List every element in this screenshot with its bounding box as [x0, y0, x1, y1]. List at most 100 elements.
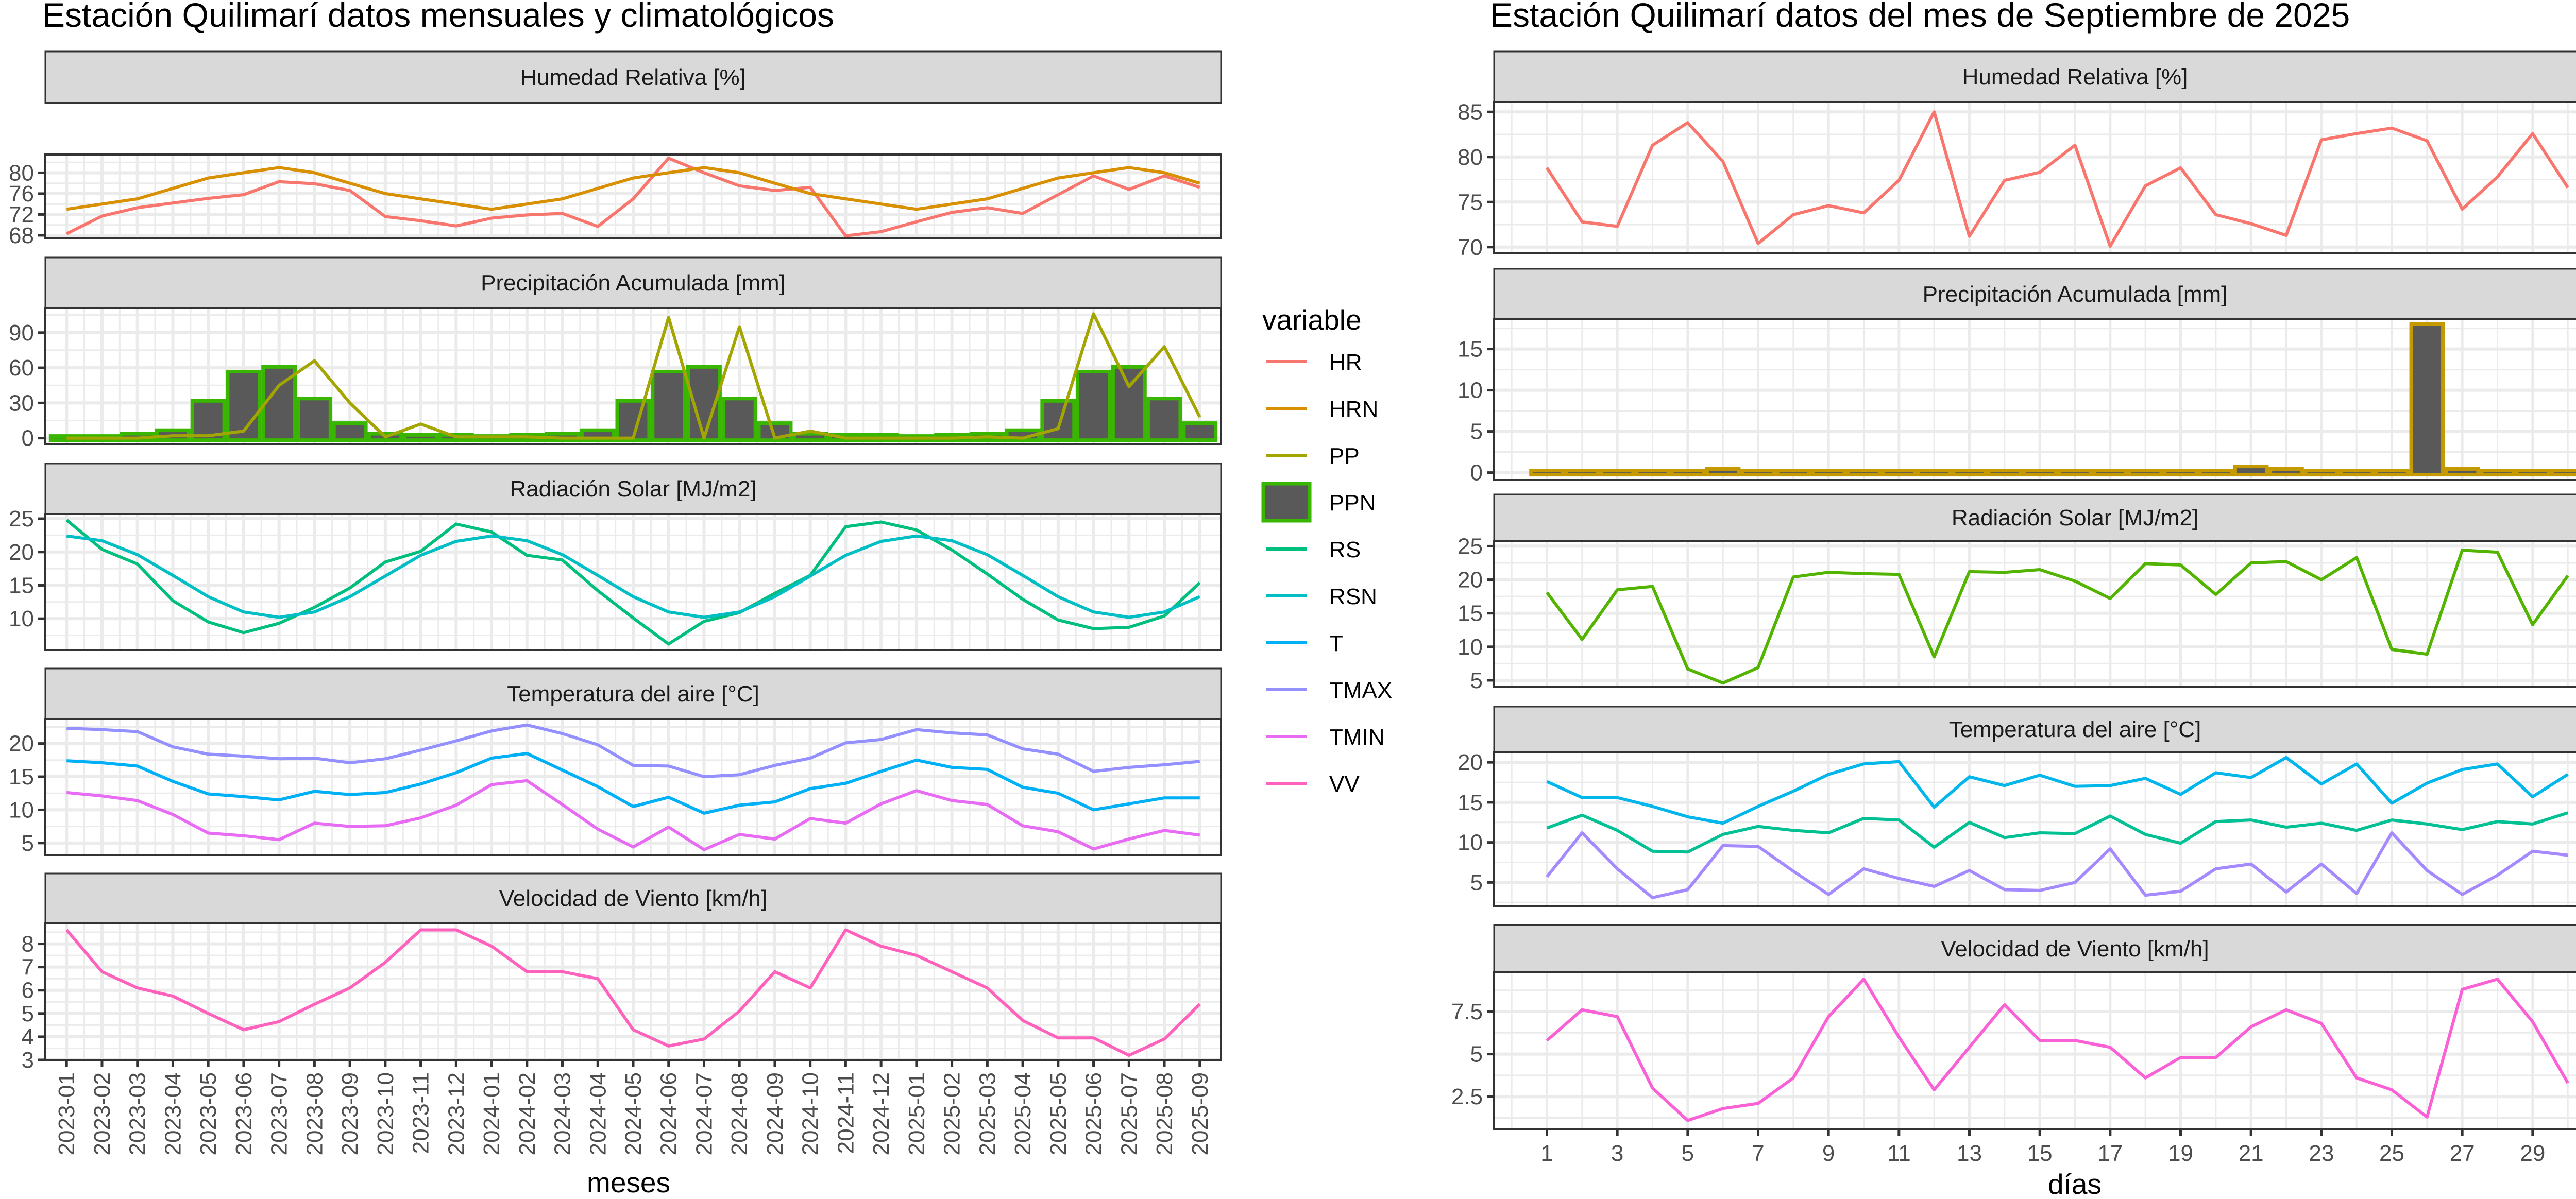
x-tick-label: 2024-06 — [656, 1072, 682, 1155]
bar-PP — [2480, 469, 2515, 477]
y-tick-label: 5 — [22, 831, 34, 856]
daily-panel: Estación Quilimarí datos del mes de Sept… — [1451, 0, 2576, 1199]
y-tick-label: 10 — [9, 606, 34, 631]
x-tick-label: 2025-06 — [1081, 1072, 1107, 1155]
bar-PP — [2444, 467, 2480, 477]
y-tick-label: 80 — [1458, 145, 1483, 170]
bar-PP — [2233, 465, 2269, 477]
y-tick-label: 20 — [9, 731, 34, 757]
bar-PPN — [1076, 369, 1111, 442]
x-tick-label: 2023-04 — [160, 1072, 185, 1155]
legend-label: TMAX — [1329, 678, 1392, 703]
bar-PP — [2198, 469, 2234, 477]
bar-PPN — [1111, 365, 1147, 442]
plot-border — [44, 153, 1222, 239]
series-line-HR — [65, 157, 1200, 237]
x-tick-label: 2023-03 — [125, 1072, 150, 1155]
y-tick-label: 60 — [9, 355, 34, 381]
y-tick-label: 15 — [1458, 790, 1483, 815]
facet-strip — [44, 463, 1222, 515]
bar-PP — [2022, 469, 2058, 477]
facet-strip-label: Radiación Solar [MJ/m2] — [510, 476, 756, 502]
x-tick-label: 2025-07 — [1116, 1072, 1142, 1155]
y-tick-label: 68 — [9, 223, 34, 248]
legend-item: RS — [1266, 537, 1361, 562]
y-tick-label: 20 — [9, 540, 34, 565]
facet-strip — [44, 872, 1222, 924]
x-tick-label: 2023-10 — [373, 1072, 398, 1155]
legend-item: TMAX — [1266, 678, 1392, 703]
legend-item: PPN — [1261, 482, 1376, 523]
y-tick-label: 25 — [9, 506, 34, 532]
series-line-HR — [1545, 110, 2569, 248]
series-line-RS — [65, 519, 1201, 646]
plot-background — [1494, 972, 2576, 1129]
facet-strip — [44, 667, 1222, 720]
series-line-RS — [1546, 549, 2569, 685]
x-tick-label: 2024-01 — [479, 1072, 504, 1155]
facet-strip-label: Humedad Relativa [%] — [1962, 64, 2188, 90]
y-tick-label: 7.5 — [1451, 999, 1483, 1024]
bar-PP — [1846, 469, 1882, 477]
y-tick-label: 5 — [1470, 419, 1483, 444]
y-tick-label: 20 — [1458, 750, 1483, 775]
plot-background — [1494, 319, 2576, 480]
x-tick-label: 15 — [2027, 1141, 2053, 1166]
bar-PP — [2409, 322, 2445, 477]
y-tick-label: 15 — [9, 573, 34, 598]
y-tick-label: 7 — [22, 955, 34, 980]
y-tick-label: 85 — [1458, 99, 1483, 125]
y-tick-label: 6 — [22, 978, 34, 1003]
bar-PP — [2550, 469, 2576, 477]
facet-strip — [44, 50, 1222, 104]
facet-0: Humedad Relativa [%] 70 75 80 85 — [1458, 50, 2576, 260]
bar-PPN — [1146, 397, 1182, 442]
series-line-TMIN — [1546, 831, 2568, 899]
series-line-T — [66, 752, 1200, 815]
bar-PPN — [1040, 399, 1076, 442]
bar-PPN — [651, 369, 687, 442]
x-tick-label: 2023-01 — [54, 1072, 79, 1155]
y-tick-label: 70 — [1458, 235, 1483, 260]
facet-strip-label: Precipitación Acumulada [mm] — [1923, 282, 2228, 307]
y-tick-label: 90 — [9, 320, 34, 346]
x-tick-label: 19 — [2168, 1141, 2193, 1166]
legend-item: VV — [1266, 772, 1360, 797]
plot-border — [44, 718, 1222, 856]
legend-label: PPN — [1329, 490, 1376, 516]
x-tick-label: 2024-11 — [833, 1072, 858, 1154]
bar-PP — [2374, 469, 2410, 477]
plot-border — [1493, 318, 2576, 481]
plot-background — [1494, 102, 2576, 253]
y-tick-label: 8 — [22, 932, 34, 957]
x-tick-label: 2023-07 — [267, 1072, 292, 1155]
facet-strip-label: Velocidad de Viento [km/h] — [499, 886, 767, 911]
y-tick-label: 2.5 — [1451, 1084, 1483, 1109]
x-tick-label: 2024-07 — [691, 1072, 717, 1155]
x-tick-label: 2024-09 — [762, 1072, 788, 1155]
bar-PPN — [332, 421, 368, 442]
x-tick-label: 2025-04 — [1010, 1072, 1036, 1155]
x-tick-label: 2023-09 — [337, 1072, 363, 1155]
legend-label: HRN — [1329, 397, 1378, 422]
x-tick-label: 2023-12 — [444, 1072, 469, 1155]
x-tick-label: 27 — [2450, 1141, 2475, 1166]
bar-PP — [2127, 469, 2163, 477]
y-tick-label: 15 — [9, 764, 34, 790]
facet-strip — [1493, 493, 2576, 542]
y-tick-label: 5 — [1470, 1042, 1483, 1067]
y-tick-label: 0 — [22, 426, 34, 451]
plot-border — [1493, 101, 2576, 254]
bar-PP — [2268, 467, 2304, 477]
plot-border — [1493, 971, 2576, 1130]
x-tick-label: 2025-08 — [1152, 1072, 1177, 1155]
legend-label: TMIN — [1329, 725, 1385, 750]
bar-PP — [1916, 469, 1952, 477]
legend-label: VV — [1329, 772, 1360, 797]
bar-PP — [1881, 469, 1917, 477]
x-tick-label: 2024-05 — [621, 1072, 646, 1155]
bar-PP — [1670, 469, 1706, 477]
y-tick-label: 80 — [9, 160, 34, 185]
series-line-TMAX — [66, 723, 1200, 778]
x-axis-title: días — [2048, 1168, 2102, 1199]
